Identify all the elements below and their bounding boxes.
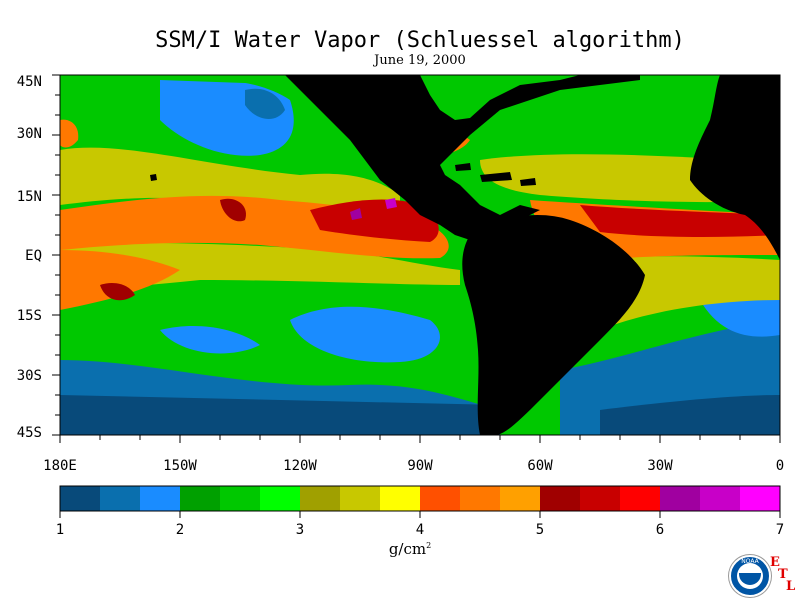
lon-label-30w: 30W: [647, 458, 673, 474]
lon-label-60w: 60W: [527, 458, 553, 474]
lat-label-15n: 15N: [16, 189, 42, 205]
colorbar-label-7: 7: [775, 522, 785, 538]
units-text: g/cm: [388, 540, 427, 558]
lon-label-180e: 180E: [43, 458, 77, 474]
colorbar-label-4: 4: [415, 522, 425, 538]
axis-ticks: [52, 74, 781, 443]
colorbar-cell: [180, 486, 221, 511]
lat-label-30s: 30S: [16, 368, 42, 384]
colorbar-cell: [300, 486, 341, 511]
etl-letter-t: T: [778, 567, 788, 582]
logo-text: NOAA: [741, 558, 759, 565]
map-field: [60, 75, 780, 435]
colorbar-cell: [620, 486, 661, 511]
lat-label-15s: 15S: [16, 308, 42, 324]
lat-label-45s: 45S: [16, 425, 42, 441]
lat-label-eq: EQ: [25, 248, 42, 264]
colorbar-label-6: 6: [655, 522, 665, 538]
map-title: SSM/I Water Vapor (Schluessel algorithm): [155, 28, 685, 53]
lat-label-30n: 30N: [16, 126, 42, 142]
map-date: June 19, 2000: [374, 53, 466, 68]
lon-label-120w: 120W: [283, 458, 317, 474]
colorbar: [59, 485, 781, 518]
colorbar-cell: [220, 486, 261, 511]
noaa-logo: NOAA: [729, 555, 771, 597]
colorbar-cell: [660, 486, 701, 511]
colorbar-label-2: 2: [175, 522, 185, 538]
colorbar-label-3: 3: [295, 522, 305, 538]
colorbar-cell: [140, 486, 181, 511]
colorbar-cell: [460, 486, 501, 511]
colorbar-cell: [740, 486, 781, 511]
etl-letter-e: E: [770, 555, 780, 570]
colorbar-units: g/cm2: [380, 540, 440, 558]
colorbar-cell: [60, 486, 101, 511]
colorbar-label-1: 1: [55, 522, 65, 538]
colorbar-cell: [260, 486, 301, 511]
colorbar-cell: [420, 486, 461, 511]
colorbar-label-5: 5: [535, 522, 545, 538]
logo-wave: [739, 573, 761, 585]
lon-label-0: 0: [775, 458, 785, 474]
units-exponent: 2: [426, 541, 432, 550]
colorbar-cell: [540, 486, 581, 511]
colorbar-cell: [340, 486, 381, 511]
colorbar-cell: [580, 486, 621, 511]
colorbar-cell: [700, 486, 741, 511]
etl-letter-l: L: [786, 579, 796, 594]
lon-label-150w: 150W: [163, 458, 197, 474]
colorbar-cell: [500, 486, 541, 511]
colorbar-cell: [100, 486, 141, 511]
lon-label-90w: 90W: [407, 458, 433, 474]
lat-label-45n: 45N: [16, 74, 42, 90]
colorbar-cell: [380, 486, 421, 511]
